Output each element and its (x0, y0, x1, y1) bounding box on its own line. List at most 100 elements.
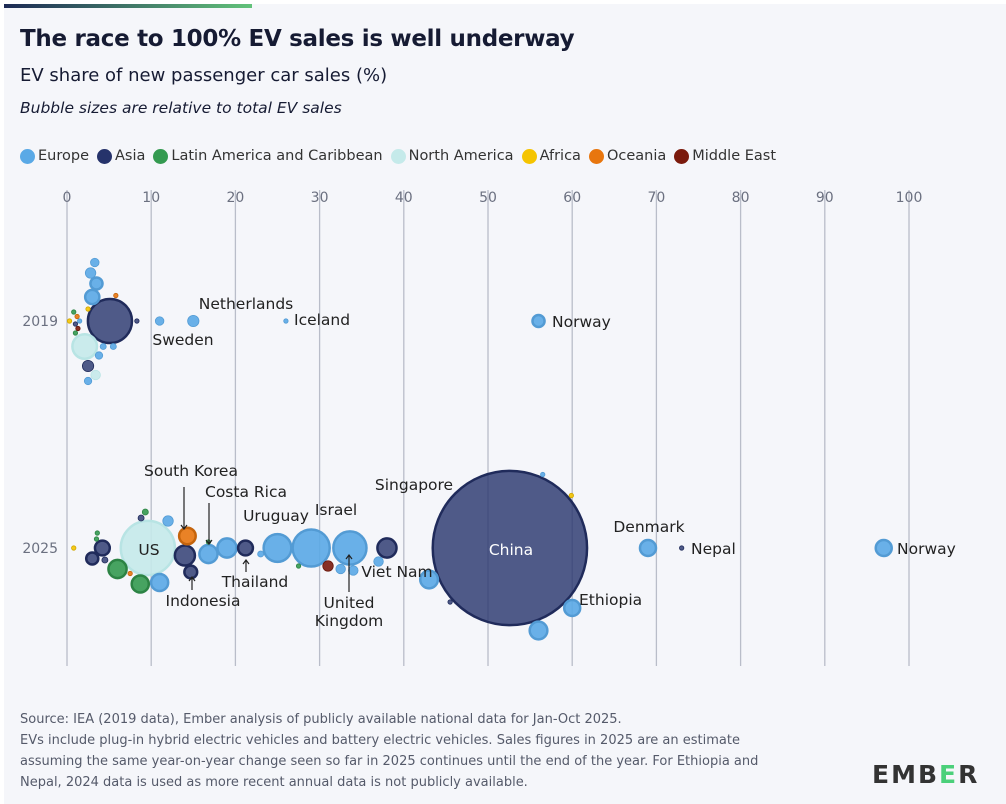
x-tick-label: 70 (647, 190, 665, 206)
bubble-israel (322, 560, 334, 572)
legend-item[interactable]: Europe (20, 148, 89, 164)
country-label: South Korea (144, 462, 238, 480)
bubble-norway (874, 538, 893, 558)
bubble-asia (101, 556, 109, 564)
country-label: US (138, 541, 159, 559)
bubble-uruguay (295, 563, 302, 569)
x-tick-label: 50 (479, 190, 497, 206)
footer-line: Nepal, 2024 data is used as more recent … (20, 775, 528, 790)
country-label: Uruguay (243, 507, 309, 525)
x-tick-label: 20 (226, 190, 244, 206)
bubble-asia (137, 514, 145, 522)
bubble-europe (291, 528, 331, 568)
country-label: Ethiopia (579, 591, 642, 609)
bubble-oceania (113, 292, 119, 299)
bubble-nepal (679, 545, 685, 551)
bubble-europe (99, 343, 107, 350)
arrowhead-icon (345, 554, 353, 560)
legend-label: Oceania (606, 148, 667, 164)
country-label: Iceland (294, 311, 350, 329)
bubble-europe (540, 471, 546, 478)
bubble-latin-america-and-caribbean (72, 330, 79, 336)
bubble-latin-america-and-caribbean (141, 508, 149, 516)
legend-swatch (153, 148, 169, 164)
legend-label: Asia (115, 148, 146, 164)
bubble-latin-america-and-caribbean (94, 530, 100, 536)
bubble-thailand (236, 539, 255, 557)
country-label: Sweden (152, 331, 213, 349)
bubble-europe (94, 351, 104, 360)
bubble-europe (77, 318, 83, 324)
bubble-europe (257, 550, 265, 558)
bubble-europe (109, 343, 117, 350)
legend-label: Europe (38, 148, 89, 164)
bubble-latin-america-and-caribbean (107, 558, 128, 580)
bubble-asia (86, 297, 134, 345)
bubble-indonesia (183, 564, 199, 580)
bubble-europe (562, 598, 582, 618)
bubble-south-korea (173, 544, 197, 567)
country-label: Costa Rica (205, 483, 287, 501)
bubble-europe (528, 620, 549, 641)
bubble-sweden (154, 316, 165, 326)
x-tick-label: 80 (732, 190, 750, 206)
bubble-europe (84, 267, 97, 279)
bubble-europe (162, 515, 174, 527)
country-label: Indonesia (166, 592, 241, 610)
legend: Europe Asia Latin America and Caribbean Nor… (20, 148, 776, 164)
legend-item[interactable]: Oceania (588, 148, 667, 164)
legend-swatch (20, 148, 35, 164)
chart-title: The race to 100% EV sales is well underw… (20, 26, 575, 52)
legend-item[interactable]: Latin America and Caribbean (153, 148, 383, 164)
row-label: 2019 (22, 314, 58, 330)
bubble-oceania (177, 526, 197, 546)
bubble-latin-america-and-caribbean (130, 574, 151, 594)
footer-notes: Source: IEA (2019 data), Ember analysis … (20, 709, 840, 793)
x-tick-label: 90 (816, 190, 834, 206)
bubble-iceland (283, 318, 289, 324)
bubble-europe (83, 288, 101, 306)
chart-note: Bubble sizes are relative to total EV sa… (20, 99, 342, 117)
chart-card (4, 4, 1006, 804)
bubble-asia (81, 359, 95, 373)
bubble-ethiopia (568, 492, 574, 499)
bubble-europe (89, 276, 104, 291)
bubble-chart: 0 10 20 30 40 50 60 70 80 90 100 2019 2025 Norway Icel… (22, 190, 956, 666)
bubble-denmark (638, 538, 658, 558)
legend-swatch (97, 148, 112, 164)
footer-line: assuming the same year-on-year change se… (20, 754, 759, 769)
legend-item[interactable]: Middle East (674, 148, 776, 164)
legend-label: North America (408, 148, 514, 164)
legend-label: Middle East (692, 148, 777, 164)
country-label: Nepal (691, 540, 736, 558)
country-label: Norway (897, 540, 956, 558)
bubble-africa (71, 545, 77, 551)
legend-swatch (521, 148, 537, 164)
bubble-oceania (127, 570, 133, 577)
legend-item[interactable]: North America (390, 148, 514, 164)
country-label-united-kingdom: United Kingdom (314, 594, 384, 630)
bubble-europe (216, 537, 238, 559)
country-label: China (489, 541, 533, 559)
bubble-europe (262, 532, 293, 564)
bubble-africa (85, 306, 91, 312)
bubble-europe (90, 257, 100, 268)
arrowhead-icon (180, 524, 188, 530)
bubble-europe (373, 556, 384, 567)
bubble-viet-nam (376, 537, 398, 559)
bubble-latin-america-and-caribbean (93, 536, 100, 542)
legend-swatch (674, 148, 690, 164)
country-label: Thailand (221, 573, 289, 591)
footer-line: Source: IEA (2019 data), Ember analysis … (20, 712, 622, 727)
legend-item[interactable]: Asia (97, 148, 145, 164)
legend-item[interactable]: Africa (521, 148, 581, 164)
legend-label: Latin America and Caribbean (171, 148, 383, 164)
bubble-europe (348, 565, 359, 576)
bubble-united-kingdom (332, 530, 368, 566)
arrowhead-icon (188, 576, 196, 582)
bubble-europe (418, 569, 440, 590)
arrowhead-icon (242, 559, 250, 565)
bubble-norway (531, 313, 546, 329)
footer-line: EVs include plug-in hybrid electric vehi… (20, 733, 740, 748)
bubble-europe (83, 376, 93, 386)
